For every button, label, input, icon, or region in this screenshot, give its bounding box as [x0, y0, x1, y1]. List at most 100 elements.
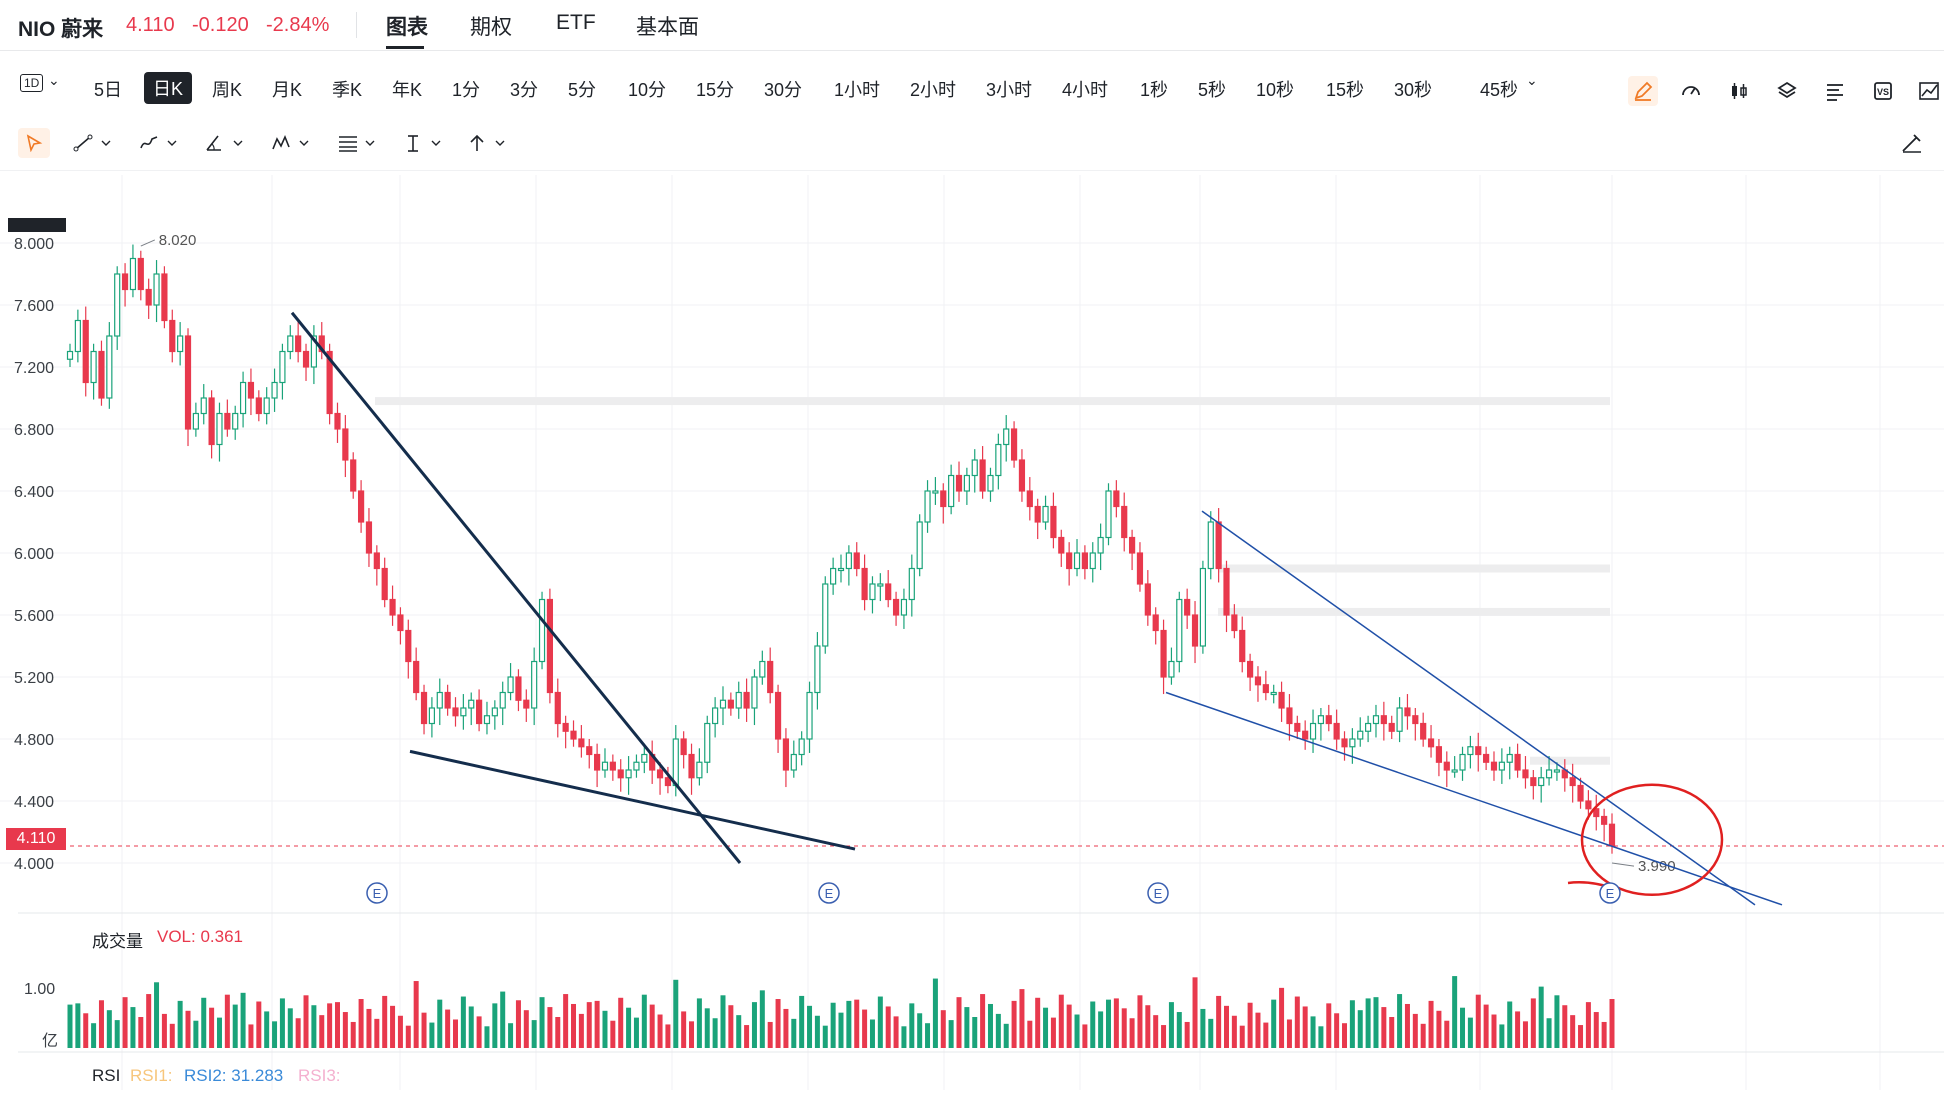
candles-icon[interactable]: [1724, 76, 1754, 106]
interval-3m[interactable]: 3分: [510, 80, 539, 100]
tab-chart[interactable]: 图表: [386, 16, 428, 39]
interval-5d[interactable]: 5日: [94, 80, 123, 100]
candle-body: [121, 273, 129, 291]
earnings-marker: [818, 882, 840, 904]
interval-15s[interactable]: 15秒: [1326, 80, 1365, 100]
y-tick-label: 5.600: [14, 608, 54, 625]
candle-body: [1270, 691, 1277, 696]
volume-bar: [555, 1017, 561, 1048]
interval-1m[interactable]: 1分: [452, 80, 481, 100]
candle-body: [200, 397, 207, 415]
candle-body: [987, 474, 994, 492]
interval-yearly[interactable]: 年K: [392, 80, 423, 100]
list-icon[interactable]: [1820, 76, 1850, 106]
candle-body: [688, 753, 695, 779]
interval-monthly[interactable]: 月K: [272, 80, 303, 100]
interval-2h[interactable]: 2小时: [910, 80, 957, 100]
candle-body: [1176, 598, 1183, 663]
volume-bar: [1239, 1025, 1245, 1048]
candle-body: [1278, 691, 1285, 709]
interval-45s[interactable]: 45秒: [1480, 80, 1519, 100]
volume-bar: [295, 1018, 301, 1048]
interval-selector[interactable]: 1D: [20, 74, 44, 92]
candle-body: [444, 691, 451, 709]
pattern-icon[interactable]: [270, 128, 312, 158]
arrow-icon[interactable]: [466, 128, 508, 158]
volume-bar: [948, 1020, 954, 1048]
candle-body: [1545, 769, 1553, 779]
speedometer-icon[interactable]: [1676, 76, 1706, 106]
candle-body: [1262, 684, 1269, 694]
volume-bar: [838, 1012, 844, 1048]
candle-body: [1247, 660, 1254, 678]
trend-icon[interactable]: [1914, 76, 1944, 106]
volume-bar: [862, 1009, 868, 1048]
volume-bar: [1593, 1012, 1599, 1048]
candle-body: [1569, 777, 1576, 787]
angle-icon[interactable]: [204, 128, 246, 158]
interval-30m[interactable]: 30分: [764, 80, 803, 100]
layers-icon[interactable]: [1772, 76, 1802, 106]
interval-quarterly[interactable]: 季K: [332, 80, 363, 100]
candle-body: [114, 273, 121, 337]
volume-bar: [704, 1008, 710, 1048]
volume-bar: [515, 1000, 521, 1048]
fib-icon[interactable]: [336, 128, 378, 158]
text-icon[interactable]: [402, 128, 444, 158]
brush-icon[interactable]: [138, 128, 180, 158]
volume-bar: [1412, 1013, 1418, 1048]
candle-body: [326, 350, 333, 415]
chevron-down-icon[interactable]: ⌄: [1526, 72, 1538, 88]
volume-bar: [1168, 1002, 1174, 1048]
candle-body: [1514, 753, 1521, 771]
chart-grid: [0, 175, 1944, 1090]
candle-body: [1152, 614, 1159, 632]
interval-15m[interactable]: 15分: [696, 80, 735, 100]
candle-body: [1608, 823, 1616, 847]
interval-1h[interactable]: 1小时: [834, 80, 881, 100]
interval-10m[interactable]: 10分: [628, 80, 667, 100]
interval-daily[interactable]: 日K: [144, 72, 193, 104]
interval-5m[interactable]: 5分: [568, 80, 597, 100]
interval-weekly[interactable]: 周K: [212, 80, 243, 100]
candle-body: [1467, 746, 1474, 756]
candle-body: [1018, 459, 1026, 492]
tab-fundamentals[interactable]: 基本面: [636, 16, 699, 39]
candle-body: [1530, 777, 1537, 787]
volume-bar: [744, 1025, 750, 1048]
candle-body: [1420, 722, 1427, 740]
chevron-down-icon[interactable]: ⌄: [48, 72, 60, 88]
interval-1s[interactable]: 1秒: [1140, 80, 1169, 100]
candle-body: [1380, 715, 1387, 725]
volume-bar: [1263, 1022, 1269, 1048]
volume-bar: [177, 1000, 183, 1048]
candle-body: [1388, 722, 1395, 732]
candle-body: [420, 691, 428, 725]
candle-body: [1058, 536, 1065, 554]
interval-10s[interactable]: 10秒: [1256, 80, 1295, 100]
tab-options[interactable]: 期权: [470, 16, 512, 39]
candle-body: [413, 660, 420, 694]
candle-body: [531, 660, 538, 709]
pencil-icon[interactable]: [1628, 76, 1658, 106]
symbol-name[interactable]: NIO 蔚来: [18, 18, 104, 41]
candle-body: [1239, 629, 1246, 663]
volume-bar: [531, 1020, 537, 1048]
magic-pen-icon[interactable]: [1900, 128, 1924, 158]
interval-3h[interactable]: 3小时: [986, 80, 1033, 100]
trendline-icon[interactable]: [72, 128, 114, 158]
volume-bar: [1342, 1023, 1348, 1048]
candle-body: [302, 350, 310, 368]
cursor-icon[interactable]: [18, 128, 50, 158]
candle-body: [751, 676, 758, 709]
volume-bar: [1003, 1023, 1009, 1048]
interval-30s[interactable]: 30秒: [1394, 80, 1433, 100]
candle-body: [853, 552, 860, 570]
interval-5s[interactable]: 5秒: [1198, 80, 1227, 100]
volume-bar: [1271, 999, 1277, 1048]
candle-body: [594, 753, 601, 771]
tab-etf[interactable]: ETF: [556, 11, 596, 34]
vs-icon[interactable]: VS: [1868, 76, 1898, 106]
interval-4h[interactable]: 4小时: [1062, 80, 1109, 100]
